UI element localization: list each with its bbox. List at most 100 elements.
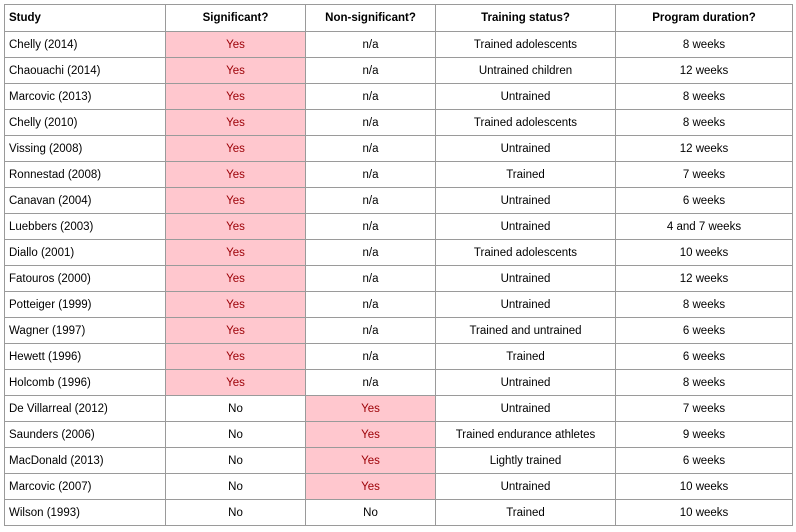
table-cell: Chelly (2010) <box>4 109 166 136</box>
header-cell: Study <box>4 4 166 32</box>
table-cell: Yes <box>165 109 306 136</box>
table-row: Chaouachi (2014) Yes n/a Untrained children… <box>4 57 793 84</box>
table-row: Marcovic (2013) Yes n/a Untrained 8 weeks <box>4 83 793 110</box>
table-cell: Untrained <box>435 187 616 214</box>
table-cell: Untrained <box>435 395 616 422</box>
table-cell: 6 weeks <box>615 317 793 344</box>
table-cell: n/a <box>305 265 436 292</box>
table-cell: Potteiger (1999) <box>4 291 166 318</box>
header-cell: Program duration? <box>615 4 793 32</box>
table-cell: 7 weeks <box>615 161 793 188</box>
table-cell: Untrained <box>435 135 616 162</box>
table-cell: 12 weeks <box>615 135 793 162</box>
table-cell: 6 weeks <box>615 343 793 370</box>
table-cell: Yes <box>165 369 306 396</box>
table-cell: 10 weeks <box>615 499 793 526</box>
table-cell: Yes <box>305 395 436 422</box>
table-cell: Yes <box>165 291 306 318</box>
table-cell: Trained adolescents <box>435 239 616 266</box>
table-cell: Untrained <box>435 369 616 396</box>
table-cell: Hewett (1996) <box>4 343 166 370</box>
table-row: Ronnestad (2008) Yes n/a Trained 7 weeks <box>4 161 793 188</box>
header-row: Study Significant? Non-significant? Trainin… <box>4 4 793 32</box>
table-cell: Untrained <box>435 213 616 240</box>
table-row: Vissing (2008) Yes n/a Untrained 12 weeks <box>4 135 793 162</box>
table-cell: 7 weeks <box>615 395 793 422</box>
table-cell: n/a <box>305 31 436 58</box>
table-cell: Yes <box>165 135 306 162</box>
header-cell: Significant? <box>165 4 306 32</box>
table-cell: n/a <box>305 161 436 188</box>
table-row: Fatouros (2000) Yes n/a Untrained 12 weeks <box>4 265 793 292</box>
table-cell: Untrained <box>435 83 616 110</box>
header-cell: Training status? <box>435 4 616 32</box>
table-cell: Yes <box>165 57 306 84</box>
table-cell: n/a <box>305 239 436 266</box>
table-cell: Marcovic (2013) <box>4 83 166 110</box>
table-cell: No <box>305 499 436 526</box>
table-cell: Luebbers (2003) <box>4 213 166 240</box>
table-cell: n/a <box>305 109 436 136</box>
table-cell: Yes <box>165 239 306 266</box>
table-cell: 8 weeks <box>615 83 793 110</box>
table-cell: n/a <box>305 187 436 214</box>
table-cell: Yes <box>165 317 306 344</box>
table-cell: 12 weeks <box>615 57 793 84</box>
table-cell: Trained <box>435 161 616 188</box>
table-row: Chelly (2014) Yes n/a Trained adolescents 8 … <box>4 31 793 58</box>
table-cell: Chaouachi (2014) <box>4 57 166 84</box>
header-cell: Non-significant? <box>305 4 436 32</box>
table-cell: Yes <box>165 343 306 370</box>
table-cell: n/a <box>305 317 436 344</box>
table-cell: Untrained children <box>435 57 616 84</box>
table-cell: Yes <box>165 265 306 292</box>
table-cell: Untrained <box>435 291 616 318</box>
table-cell: Diallo (2001) <box>4 239 166 266</box>
table-cell: 8 weeks <box>615 369 793 396</box>
table-row: Hewett (1996) Yes n/a Trained 6 weeks <box>4 343 793 370</box>
table-cell: Yes <box>165 161 306 188</box>
table-cell: Marcovic (2007) <box>4 473 166 500</box>
table-cell: Lightly trained <box>435 447 616 474</box>
table-cell: Yes <box>305 473 436 500</box>
table-row: Saunders (2006) No Yes Trained endurance at… <box>4 421 793 448</box>
table-row: MacDonald (2013) No Yes Lightly trained 6 we… <box>4 447 793 474</box>
table-cell: No <box>165 499 306 526</box>
table-cell: Yes <box>165 31 306 58</box>
table-cell: n/a <box>305 291 436 318</box>
table-cell: Trained <box>435 499 616 526</box>
table-cell: Trained endurance athletes <box>435 421 616 448</box>
table-cell: Yes <box>305 421 436 448</box>
table-cell: Untrained <box>435 265 616 292</box>
table-cell: MacDonald (2013) <box>4 447 166 474</box>
table-cell: Trained and untrained <box>435 317 616 344</box>
table-row: Luebbers (2003) Yes n/a Untrained 4 and 7 we… <box>4 213 793 240</box>
table-cell: No <box>165 447 306 474</box>
table-cell: Trained <box>435 343 616 370</box>
table-cell: 8 weeks <box>615 291 793 318</box>
table-cell: 9 weeks <box>615 421 793 448</box>
table-row: Potteiger (1999) Yes n/a Untrained 8 weeks <box>4 291 793 318</box>
table-row: Holcomb (1996) Yes n/a Untrained 8 weeks <box>4 369 793 396</box>
table-cell: n/a <box>305 343 436 370</box>
table-row: Chelly (2010) Yes n/a Trained adolescents 8 … <box>4 109 793 136</box>
table-cell: 4 and 7 weeks <box>615 213 793 240</box>
table-row: Wagner (1997) Yes n/a Trained and untrained… <box>4 317 793 344</box>
table-cell: No <box>165 421 306 448</box>
table-cell: Yes <box>165 187 306 214</box>
table-cell: Saunders (2006) <box>4 421 166 448</box>
table-cell: Fatouros (2000) <box>4 265 166 292</box>
table-cell: 6 weeks <box>615 187 793 214</box>
table-row: Marcovic (2007) No Yes Untrained 10 weeks <box>4 473 793 500</box>
table-cell: 8 weeks <box>615 31 793 58</box>
table-cell: 10 weeks <box>615 239 793 266</box>
table-cell: Trained adolescents <box>435 109 616 136</box>
table-cell: n/a <box>305 57 436 84</box>
table-cell: No <box>165 473 306 500</box>
table-cell: 8 weeks <box>615 109 793 136</box>
table-cell: Canavan (2004) <box>4 187 166 214</box>
table-cell: Holcomb (1996) <box>4 369 166 396</box>
table-cell: 10 weeks <box>615 473 793 500</box>
table-cell: Yes <box>305 447 436 474</box>
